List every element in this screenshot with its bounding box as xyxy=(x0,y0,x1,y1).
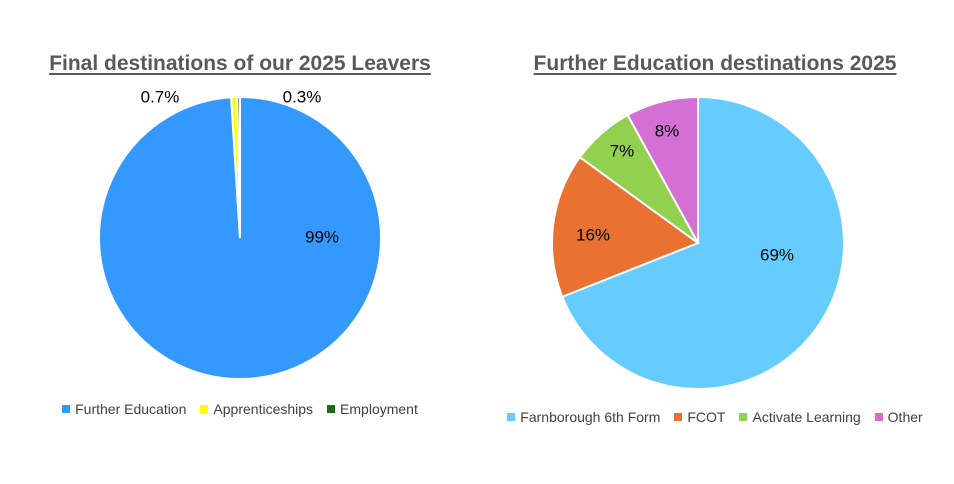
pie-slice-other xyxy=(626,95,699,244)
data-label-activate-learning: 7% xyxy=(610,141,635,160)
legend-item-fcot: FCOT xyxy=(674,409,725,425)
data-label-employment: 0.3% xyxy=(283,87,322,106)
chart-further-education: Further Education destinations 2025 69% 1… xyxy=(476,0,954,484)
legend-item-farnborough-6th-form: Farnborough 6th Form xyxy=(507,409,660,425)
legend-swatch xyxy=(507,413,516,421)
legend-label: Farnborough 6th Form xyxy=(520,409,661,425)
legend-swatch xyxy=(327,405,336,413)
legend-swatch xyxy=(739,413,748,421)
legend-label: Other xyxy=(887,409,923,425)
legend-item-employment: Employment xyxy=(327,401,418,417)
legend-label: Further Education xyxy=(75,401,187,417)
chart-title: Final destinations of our 2025 Leavers xyxy=(49,52,431,75)
legend-swatch xyxy=(62,405,71,413)
chart-legend: Further Education Apprenticeships Employme… xyxy=(0,401,480,417)
chart-final-destinations: Final destinations of our 2025 Leavers 9… xyxy=(0,52,480,417)
data-label-other: 8% xyxy=(655,121,680,140)
legend-label: Apprenticeships xyxy=(213,401,314,417)
legend-item-further-education: Further Education xyxy=(62,401,186,417)
legend-label: FCOT xyxy=(687,409,726,425)
data-label-fcot: 16% xyxy=(576,225,610,244)
pie-chart-final-destinations: 99% 0.7% 0.3% xyxy=(98,87,382,380)
legend-item-apprenticeships: Apprenticeships xyxy=(200,401,313,417)
chart-legend: Farnborough 6th Form FCOT Activate Learnin… xyxy=(476,409,954,425)
pie-slice-employment xyxy=(236,95,241,239)
pie-slice-farnborough-6th-form xyxy=(560,95,845,390)
data-label-further-education: 99% xyxy=(305,227,339,246)
legend-label: Employment xyxy=(340,401,418,417)
legend-swatch xyxy=(874,413,883,421)
pie-slice-fcot xyxy=(551,155,701,299)
data-label-farnborough-6th-form: 69% xyxy=(760,245,794,264)
legend-item-other: Other xyxy=(874,409,923,425)
pie-chart-further-education: 69% 16% 7% 8% xyxy=(551,95,845,390)
legend-label: Activate Learning xyxy=(752,409,861,425)
legend-swatch xyxy=(200,405,209,413)
chart-title: Further Education destinations 2025 xyxy=(533,52,897,75)
data-label-apprenticeships: 0.7% xyxy=(141,87,180,106)
legend-swatch xyxy=(674,413,683,421)
legend-item-activate-learning: Activate Learning xyxy=(739,409,861,425)
